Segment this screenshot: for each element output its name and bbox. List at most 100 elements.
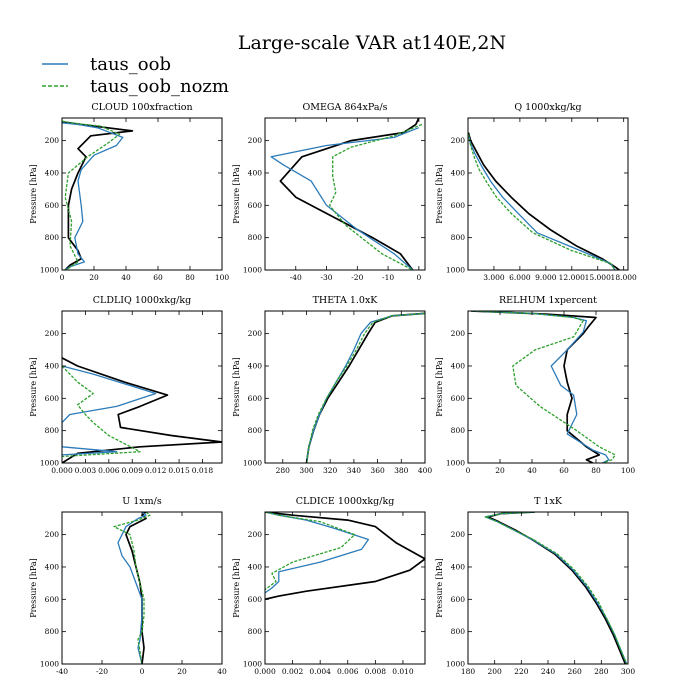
series-line-taus-oob-nozm (484, 512, 628, 664)
plot-frame (61, 310, 223, 464)
x-tick-label: 15.000 (585, 273, 611, 282)
x-tick-label: 400 (418, 466, 433, 475)
legend-label-taus-oob: taus_oob (90, 54, 171, 75)
y-tick-label: 800 (451, 426, 466, 435)
y-tick-label: 200 (248, 530, 263, 539)
x-tick-label: 240 (541, 667, 556, 676)
x-tick-label: -40 (56, 667, 68, 676)
x-tick-label: 3.000 (483, 273, 505, 282)
series-line-taus-oob-nozm (113, 512, 151, 664)
x-tick-label: 260 (568, 667, 583, 676)
plot-frame (61, 117, 223, 271)
plot-frame (264, 310, 426, 464)
y-tick-label: 800 (45, 627, 60, 636)
y-tick-label: 1000 (446, 266, 465, 275)
x-tick-label: 12.000 (559, 273, 585, 282)
x-tick-label: 0.000 (51, 466, 73, 475)
series-line-taus-oob-nozm (265, 512, 356, 591)
x-tick-label: 0.008 (365, 667, 387, 676)
y-tick-label: 800 (45, 233, 60, 242)
series-line-taus-oob (468, 134, 616, 270)
y-axis-label: Pressure [hPa] (29, 558, 38, 618)
y-axis-label: Pressure [hPa] (435, 357, 444, 417)
x-tick-label: -20 (351, 273, 363, 282)
y-tick-label: 400 (451, 361, 466, 370)
x-tick-label: 380 (394, 466, 409, 475)
series-line-black (265, 512, 425, 601)
x-tick-label: 280 (276, 466, 291, 475)
y-tick-label: 800 (248, 233, 263, 242)
y-tick-label: 600 (45, 595, 60, 604)
y-tick-label: 800 (451, 233, 466, 242)
x-tick-label: 0.018 (192, 466, 214, 475)
y-tick-label: 800 (45, 426, 60, 435)
plot-frame (467, 310, 629, 464)
y-axis-label: Pressure [hPa] (232, 558, 241, 618)
x-tick-label: 0 (416, 273, 421, 282)
y-tick-label: 1000 (446, 459, 465, 468)
legend-label-taus-oob-nozm: taus_oob_nozm (90, 76, 229, 97)
x-tick-label: -20 (96, 667, 108, 676)
x-tick-label: 360 (370, 466, 385, 475)
x-tick-label: 0.015 (168, 466, 190, 475)
series-line-taus-oob-nozm (471, 311, 616, 463)
panel-title: RELHUM 1xpercent (499, 295, 597, 306)
x-tick-label: 0 (140, 667, 145, 676)
y-tick-label: 1000 (40, 459, 59, 468)
series-line-black (487, 512, 627, 664)
series-line-taus-oob-nozm (328, 123, 423, 270)
x-tick-label: 0.006 (337, 667, 359, 676)
series-line-black (468, 132, 620, 270)
x-tick-label: 20 (177, 667, 187, 676)
y-tick-label: 600 (451, 595, 466, 604)
y-tick-label: 400 (451, 168, 466, 177)
x-tick-label: 40 (527, 466, 537, 475)
y-tick-label: 600 (248, 394, 263, 403)
series-group (62, 120, 134, 270)
y-tick-label: 1000 (243, 459, 262, 468)
panel-title: T 1xK (534, 496, 563, 507)
panel-title: CLDICE 1000xkg/kg (296, 496, 395, 507)
x-tick-label: 9.000 (535, 273, 557, 282)
series-group (113, 512, 151, 664)
y-tick-label: 200 (45, 136, 60, 145)
y-tick-label: 800 (248, 426, 263, 435)
x-tick-label: 0 (466, 466, 471, 475)
x-tick-label: 0.000 (254, 667, 276, 676)
series-line-taus-oob (484, 512, 628, 664)
y-tick-label: 400 (248, 168, 263, 177)
series-line-black (62, 357, 222, 463)
panel-title: OMEGA 864xPa/s (302, 102, 387, 113)
y-axis-label: Pressure [hPa] (29, 357, 38, 417)
series-line-taus-oob (270, 127, 420, 270)
y-tick-label: 200 (45, 530, 60, 539)
y-axis-label: Pressure [hPa] (435, 558, 444, 618)
panel-7: CLDICE 1000xkg/kg Pressure [hPa] 200 400 600… (232, 496, 426, 676)
panel-title: THETA 1.0xK (313, 295, 379, 306)
y-tick-label: 800 (451, 627, 466, 636)
x-tick-label: 60 (153, 273, 163, 282)
y-tick-label: 1000 (40, 266, 59, 275)
x-tick-label: 220 (514, 667, 529, 676)
y-tick-label: 1000 (243, 660, 262, 669)
x-tick-label: 40 (121, 273, 131, 282)
series-line-taus-oob (265, 512, 370, 594)
x-tick-label: -40 (290, 273, 302, 282)
plot-frame (467, 511, 629, 665)
series-line-black (62, 121, 134, 270)
panel-title: CLOUD 100xfraction (91, 102, 192, 113)
y-tick-label: 200 (451, 530, 466, 539)
figure-title: Large-scale VAR at140E,2N (238, 32, 506, 54)
series-group (484, 512, 628, 664)
series-line-taus-oob (62, 365, 157, 456)
x-tick-label: 280 (594, 667, 609, 676)
y-axis-label: Pressure [hPa] (29, 164, 38, 224)
y-tick-label: 800 (248, 627, 263, 636)
series-line-taus-oob (471, 311, 610, 463)
x-tick-label: 20 (495, 466, 505, 475)
x-tick-label: 0.009 (122, 466, 144, 475)
y-tick-label: 600 (248, 201, 263, 210)
